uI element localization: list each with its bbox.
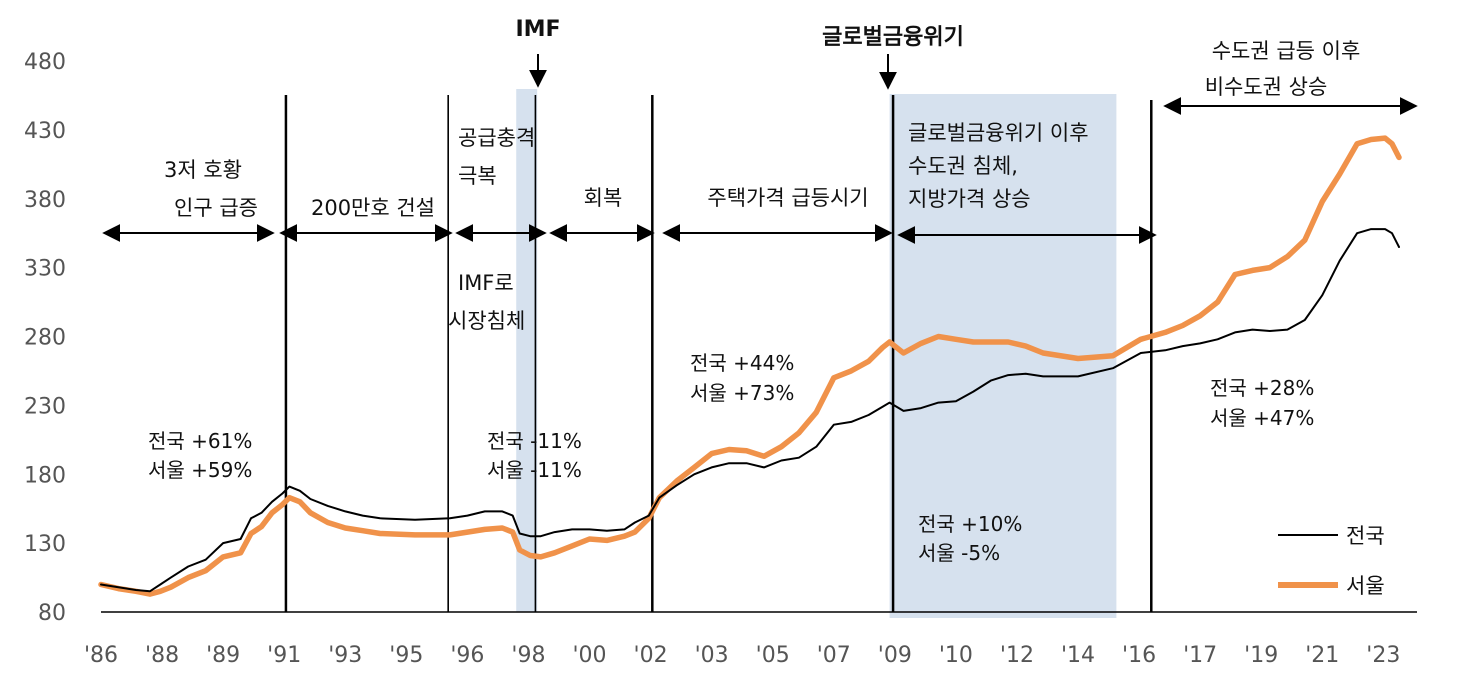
period-4-label: 회복 [584,186,623,210]
legend-label-seoul: 서울 [1346,574,1385,598]
period-arrows [102,54,1418,244]
legend-label-national: 전국 [1346,524,1385,548]
x-tick-label: '91 [267,643,301,668]
x-tick-label: '10 [939,643,973,668]
x-tick-label: '19 [1244,643,1278,668]
stat-3-national: 전국 +44% [690,351,794,375]
stat-4-seoul: 서울 -5% [918,541,1000,565]
period-3-line1: 공급충격 [458,126,535,150]
period-6-line3: 지방가격 상승 [908,187,1031,211]
imf-stagnation-line1: IMF로 [458,271,514,295]
x-tick-label: '98 [511,643,545,668]
annotations: IMF 글로벌금융위기 3저 호황 인구 급증 200만호 건설 공급충격 극복… [148,17,1360,565]
x-tick-label: '23 [1366,643,1400,668]
y-tick-label: 180 [24,463,66,488]
stat-5-seoul: 서울 +47% [1210,406,1314,430]
period-1-line1: 3저 호황 [164,158,242,182]
stat-5-national: 전국 +28% [1210,376,1314,400]
shaded-period-1 [516,89,538,612]
y-tick-label: 130 [24,532,66,557]
series-lines [98,135,1402,597]
period-3-line2: 극복 [458,164,497,188]
x-tick-label: '02 [634,643,668,668]
y-axis: 80 130 180 230 280 330 380 430 480 [24,50,66,626]
x-axis: '86 '88 '89 '91 '93 '95 '96 '98 '00 '02 '03 '05 '07 '… [84,643,1400,668]
stat-2-national: 전국 -11% [487,429,582,453]
period-6-line2: 수도권 침체, [908,154,1018,178]
x-tick-label: '96 [450,643,484,668]
period-5-label: 주택가격 급등시기 [707,186,868,210]
x-tick-label: '00 [572,643,606,668]
x-tick-label: '16 [1122,643,1156,668]
legend: 전국 서울 [1278,524,1385,598]
x-tick-label: '89 [206,643,240,668]
y-tick-label: 430 [24,119,66,144]
period-7-line2: 비수도권 상승 [1205,75,1328,99]
x-tick-label: '14 [1061,643,1095,668]
stat-1-national: 전국 +61% [148,429,252,453]
y-tick-label: 80 [38,601,66,626]
x-tick-label: '05 [756,643,790,668]
x-tick-label: '95 [389,643,423,668]
x-tick-label: '86 [84,643,118,668]
x-tick-label: '88 [145,643,179,668]
y-tick-label: 230 [24,394,66,419]
stat-2-seoul: 서울 -11% [487,458,582,482]
x-tick-label: '12 [1000,643,1034,668]
period-1-line2: 인구 급증 [174,196,258,220]
y-tick-label: 280 [24,326,66,351]
series-line-national [100,228,1400,593]
stat-1-seoul: 서울 +59% [148,458,252,482]
period-dividers [284,95,1153,612]
period-6-line1: 글로벌금융위기 이후 [908,121,1089,145]
series-line-seoul [98,135,1402,597]
stat-4-national: 전국 +10% [918,512,1022,536]
x-tick-label: '93 [328,643,362,668]
label-gfc: 글로벌금융위기 [822,25,964,50]
y-tick-label: 480 [24,50,66,75]
imf-stagnation-line2: 시장침체 [448,309,525,333]
stat-3-seoul: 서울 +73% [690,381,794,405]
y-tick-label: 380 [24,188,66,213]
x-tick-label: '09 [878,643,912,668]
x-tick-label: '21 [1305,643,1339,668]
label-imf: IMF [515,17,560,42]
y-tick-label: 330 [24,257,66,282]
period-7-line1: 수도권 급등 이후 [1212,39,1361,63]
x-tick-label: '07 [817,643,851,668]
x-tick-label: '03 [695,643,729,668]
x-tick-label: '17 [1183,643,1217,668]
period-2-label: 200만호 건설 [311,196,435,220]
